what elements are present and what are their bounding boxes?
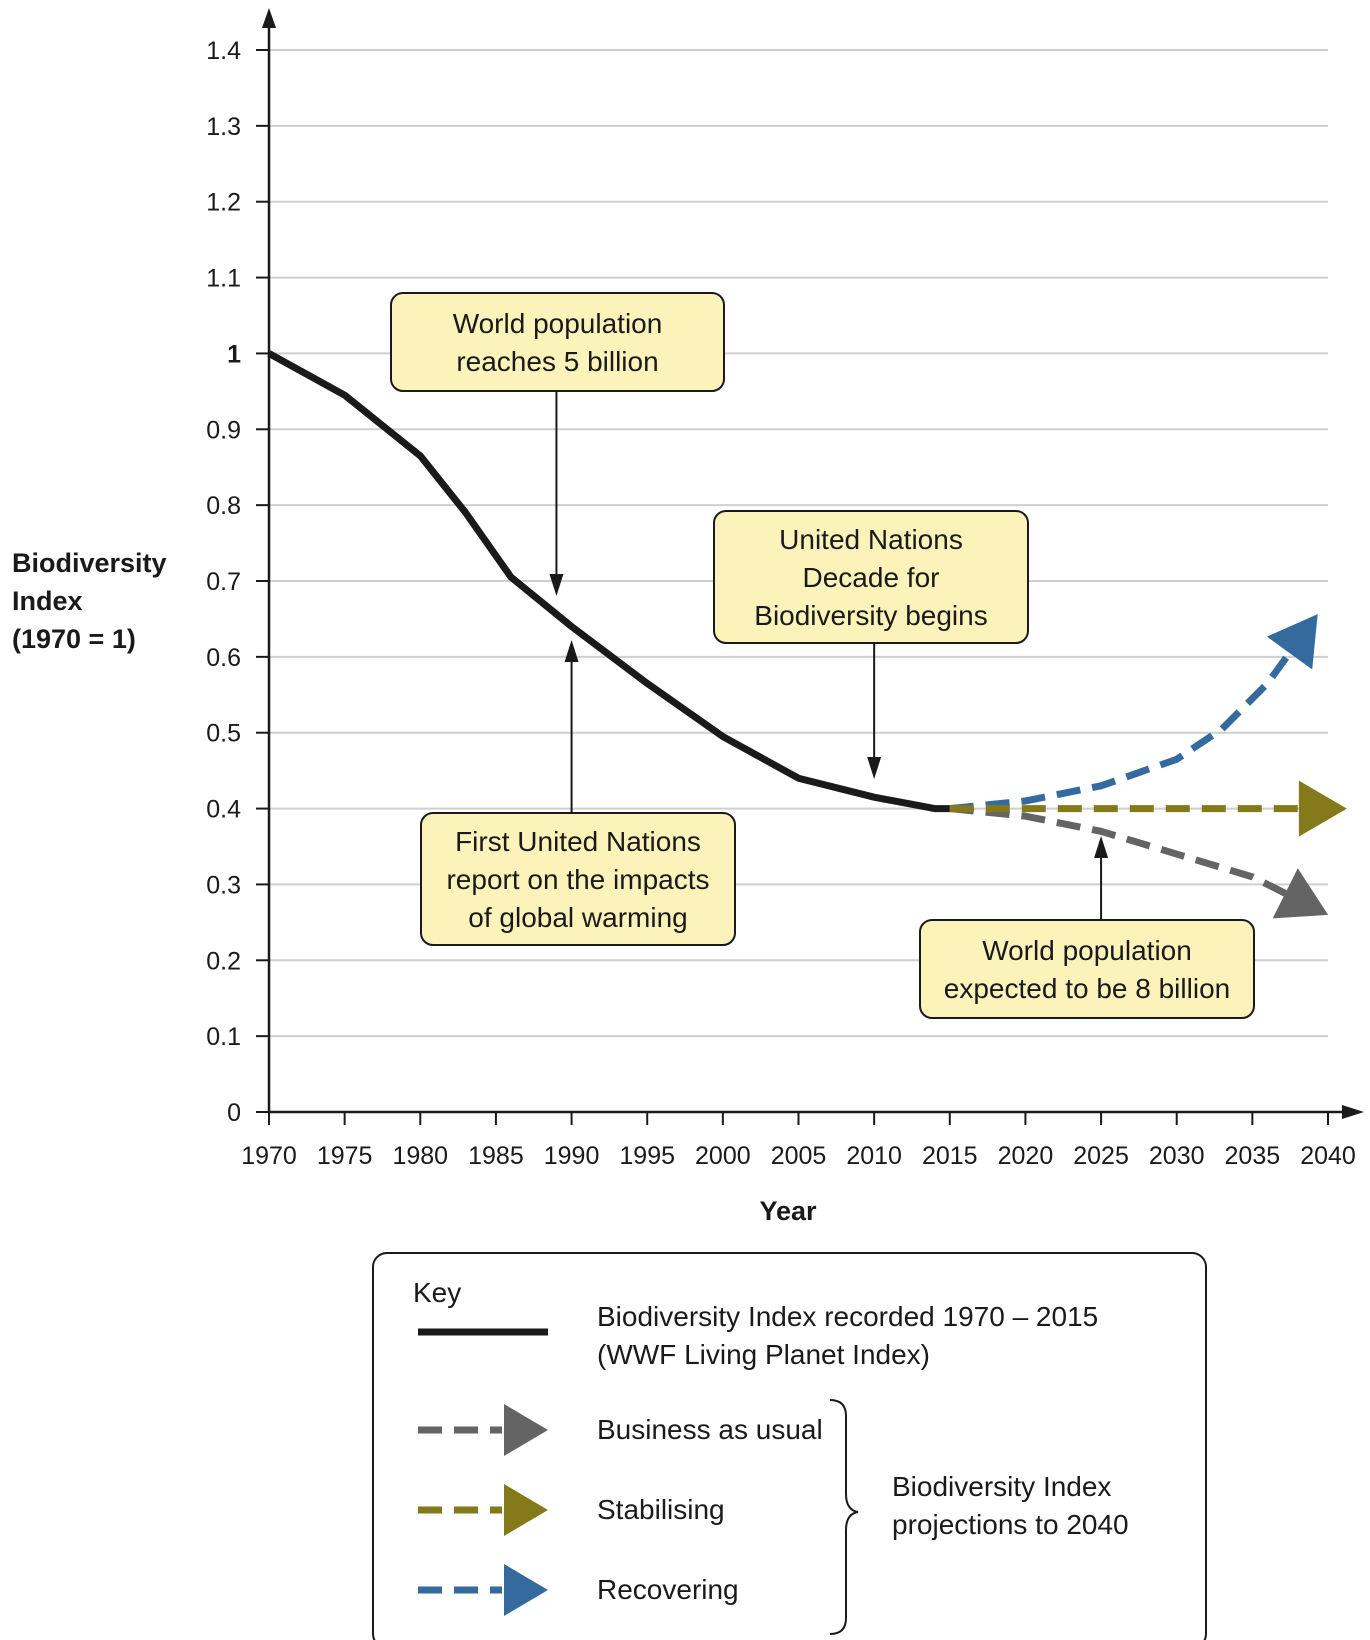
- y-tick-label: 0: [227, 1099, 241, 1127]
- legend-group-brace: [829, 1399, 859, 1635]
- x-tick-label: 2015: [922, 1142, 978, 1170]
- annotation-arrow-head: [549, 574, 564, 596]
- legend: Key Biodiversity Index recorded 1970 – 2…: [372, 1252, 1207, 1640]
- legend-swatch-arrow: [504, 1564, 548, 1616]
- annotation-box: [919, 919, 1255, 1019]
- series-line-recorded: [267, 350, 950, 813]
- annotation-text: expected to be 8 billion: [944, 973, 1230, 1004]
- y-axis-title: Biodiversity Index (1970 = 1): [12, 548, 167, 654]
- x-tick-label: 1990: [544, 1142, 600, 1170]
- annotation-pop5: World population reaches 5 billion: [390, 292, 725, 596]
- annotation-text: United Nations: [779, 524, 963, 555]
- series-lines: [267, 350, 1347, 919]
- x-tick-label: 1975: [317, 1142, 373, 1170]
- x-tick-label: 1985: [468, 1142, 524, 1170]
- annotation-box: [390, 292, 725, 392]
- x-tick-label: 2025: [1073, 1142, 1129, 1170]
- legend-item-business-as-usual: Business as usual: [418, 1404, 823, 1456]
- y-axis-title-line: (1970 = 1): [12, 624, 136, 654]
- x-tick-label: 2035: [1225, 1142, 1281, 1170]
- legend-box: [372, 1252, 1207, 1640]
- legend-item-recovering: Recovering: [418, 1564, 739, 1616]
- legend-item-label: Recovering: [597, 1574, 739, 1605]
- annotation-text: reaches 5 billion: [456, 346, 658, 377]
- grid-lines: [269, 49, 1328, 1038]
- y-tick-label: 1.3: [206, 113, 241, 141]
- legend-recorded-label: Biodiversity Index recorded 1970 – 2015: [597, 1301, 1098, 1332]
- annotation-undecade: United Nations Decade for Biodiversity beg…: [713, 510, 1029, 779]
- x-tick-label: 1970: [241, 1142, 297, 1170]
- x-tick-label: 2020: [998, 1142, 1054, 1170]
- legend-swatch-arrow: [504, 1484, 548, 1536]
- y-tick-label: 0.1: [206, 1023, 241, 1051]
- y-axis-arrow: [262, 8, 276, 28]
- annotation-arrow-head: [867, 757, 882, 779]
- y-tick-labels: 0 0.1 0.2 0.3 0.4 0.5 0.6 0.7 0.8 0.9 1 1.1 1.2 1.3 1.…: [206, 37, 241, 1127]
- y-tick-label: 0.5: [206, 720, 241, 748]
- annotations: World population reaches 5 billion First U…: [390, 292, 1255, 1019]
- y-tick-label: 0.3: [206, 871, 241, 899]
- annotation-ipcc: First United Nations report on the impact…: [420, 640, 736, 946]
- y-tick-label: 0.2: [206, 947, 241, 975]
- annotation-arrow-head: [564, 640, 579, 662]
- annotation-text: Decade for: [803, 562, 940, 593]
- legend-item-label: Business as usual: [597, 1414, 823, 1445]
- x-axis-title: Year: [759, 1196, 817, 1226]
- x-tick-label: 2030: [1149, 1142, 1205, 1170]
- y-tick-label: 0.6: [206, 644, 241, 672]
- annotation-text: World population: [453, 308, 663, 339]
- x-tick-label: 2005: [771, 1142, 827, 1170]
- legend-recorded-sublabel: (WWF Living Planet Index): [597, 1339, 930, 1370]
- legend-item-stabilising: Stabilising: [418, 1484, 725, 1536]
- series-arrowhead-business-as-usual: [1272, 868, 1329, 919]
- series-arrowhead-stabilising: [1298, 780, 1347, 837]
- y-axis-title-line: Index: [12, 586, 83, 616]
- annotation-text: World population: [982, 935, 1192, 966]
- annotation-pop8: World population expected to be 8 billion: [919, 836, 1255, 1019]
- annotation-text: Biodiversity begins: [754, 600, 987, 631]
- y-tick-label: 0.7: [206, 568, 241, 596]
- series-line-business-as-usual: [949, 805, 1300, 903]
- legend-title: Key: [413, 1277, 461, 1308]
- annotation-box: [713, 510, 1029, 644]
- x-tick-label: 1980: [392, 1142, 448, 1170]
- legend-group-label-line1: Biodiversity Index: [892, 1471, 1111, 1502]
- legend-swatch-arrow: [504, 1404, 548, 1456]
- y-tick-label: 0.8: [206, 492, 241, 520]
- y-axis-title-line: Biodiversity: [12, 548, 167, 578]
- annotation-arrow-head: [1094, 836, 1109, 858]
- legend-projections: Business as usual Stabilising Recovering: [418, 1404, 823, 1616]
- annotation-text: First United Nations: [455, 826, 701, 857]
- annotation-box: [420, 812, 736, 946]
- y-tick-label: 1.4: [206, 37, 241, 65]
- x-tick-label: 1995: [619, 1142, 675, 1170]
- y-tick-label: 1.2: [206, 189, 241, 217]
- x-tick-label: 2000: [695, 1142, 751, 1170]
- y-tick-label: 1.1: [206, 265, 241, 293]
- y-tick-label: 1: [227, 340, 241, 368]
- x-tick-label: 2040: [1300, 1142, 1356, 1170]
- x-axis-arrow: [1342, 1105, 1364, 1119]
- x-tick-labels: 1970 1975 1980 1985 1990 1995 2000 2005 2010 2015…: [241, 1142, 1356, 1170]
- annotation-text: report on the impacts: [446, 864, 709, 895]
- legend-item-label: Stabilising: [597, 1494, 725, 1525]
- y-tick-label: 0.9: [206, 416, 241, 444]
- y-tick-label: 0.4: [206, 796, 241, 824]
- axes: [256, 8, 1364, 1125]
- series-arrowhead-recovering: [1266, 614, 1318, 670]
- series-line-recovering: [949, 639, 1301, 813]
- annotation-text: of global warming: [468, 902, 687, 933]
- x-tick-label: 2010: [846, 1142, 902, 1170]
- legend-group-label-line2: projections to 2040: [892, 1509, 1129, 1540]
